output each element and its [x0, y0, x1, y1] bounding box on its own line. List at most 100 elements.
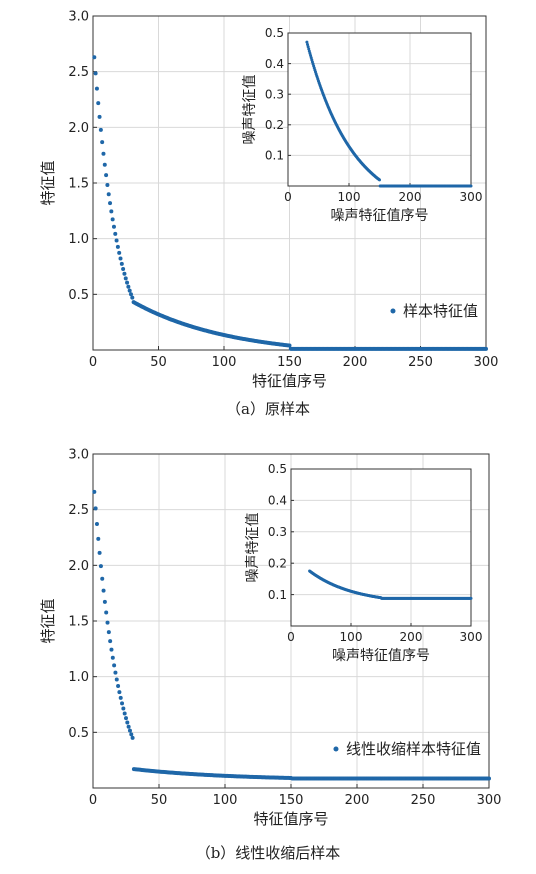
panel-b-inset-ytick-label: 0.4 — [268, 494, 287, 508]
panel-b-main-ytick-label: 2.5 — [68, 503, 89, 518]
panel-a-inset-ytick-label: 0.5 — [265, 26, 284, 40]
panel-a-main-ytick-label: 3.0 — [68, 10, 89, 25]
panel-a-inset-xlabel: 噪声特征值序号 — [331, 208, 429, 224]
panel-b-main-data-point — [125, 720, 130, 725]
panel-b-main-data-point — [124, 716, 128, 721]
panel-a-inset-xtick-label: 0 — [284, 190, 292, 204]
panel-a-main-data-point — [100, 140, 105, 145]
panel-a-main-data-point — [102, 162, 107, 167]
panel-a-main-data-point — [106, 192, 111, 197]
panel-b-main-ytick-label: 2.0 — [68, 559, 89, 574]
panel-a-inset-xtick-label: 100 — [338, 190, 361, 204]
panel-b-main-xtick-label: 100 — [213, 793, 238, 808]
panel-b-main-data-point — [97, 550, 102, 555]
panel-a-main-data-point — [123, 276, 128, 281]
panel-b-main-data-point — [110, 655, 115, 660]
panel-b-main-xlabel: 特征值序号 — [253, 810, 328, 828]
panel-b-main-ytick-label: 3.0 — [68, 448, 89, 463]
panel-a-main-data-point — [101, 151, 106, 156]
panel-a-main-data-point — [118, 256, 123, 261]
panel-b-main-xtick-label: 150 — [279, 793, 304, 808]
panel-a-main-data-point — [111, 224, 116, 229]
panel-b-main-ylabel: 特征值 — [39, 598, 57, 643]
panel-b-main-xtick-label: 50 — [151, 793, 168, 808]
panel-b-inset-xlabel: 噪声特征值序号 — [332, 648, 430, 664]
panel-a-main-data-point — [287, 343, 292, 348]
panel-a-main-data-point — [105, 182, 110, 187]
panel-b-main-data-point — [93, 506, 98, 511]
panel-b-main-data-point — [113, 670, 118, 675]
panel-a-main-ytick-label: 1.0 — [68, 232, 89, 247]
panel-a-main-data-point — [110, 217, 115, 222]
panel-a-inset-data-point — [469, 184, 473, 188]
panel-b-main-data-point — [101, 588, 106, 593]
panel-b-main-data-point — [116, 683, 121, 688]
panel-b-main-data-point — [92, 489, 97, 494]
panel-a-main-data-point — [128, 292, 133, 297]
panel-b-inset-data-point — [469, 596, 473, 600]
panel-a-inset-chart: 0 100 200 300 0.1 0.2 0.3 0.4 0.5 噪声特征值序号 噪声特征值 — [242, 26, 482, 224]
panel-a-main-xtick-label: 300 — [474, 355, 499, 370]
panel-a-main-data-point — [104, 173, 109, 178]
panel-a-main-data-point — [115, 244, 120, 249]
panel-b-main-xtick-label: 300 — [477, 793, 502, 808]
panel-b-inset-xtick-label: 0 — [287, 630, 295, 644]
panel-b-main-legend-marker — [333, 746, 339, 752]
panel-a-main-data-point — [121, 266, 126, 271]
panel-b-main-data-point — [126, 724, 131, 729]
panel-b-main-data-point — [96, 536, 101, 541]
panel-b-inset-xtick-label: 100 — [340, 630, 363, 644]
panel-b-main-data-point — [118, 695, 123, 700]
panel-a-main-data-point — [96, 101, 101, 106]
panel-b-main-data-point — [98, 564, 103, 569]
panel-b-main-ytick-label: 1.5 — [68, 615, 89, 630]
panel-b-inset-chart: 0 100 200 300 0.1 0.2 0.3 0.4 0.5 噪声特征值序号 噪声特征值 — [245, 462, 482, 664]
panel-a-inset-plot-area — [288, 33, 471, 186]
panel-b-main-data-point — [109, 647, 114, 652]
panel-a-main-xtick-label: 150 — [277, 355, 302, 370]
panel-b-inset-ytick-label: 0.1 — [268, 588, 287, 602]
panel-b-main-data-point — [120, 701, 125, 706]
panel-b-main-data-point — [122, 711, 127, 716]
panel-a-inset-ytick-label: 0.3 — [265, 87, 284, 101]
panel-b-inset-xtick-label: 200 — [400, 630, 423, 644]
panel-a-main-ytick-label: 0.5 — [68, 288, 89, 303]
panel-b-main-data-point — [105, 620, 110, 625]
panel-b-main-data-point — [100, 576, 105, 581]
panel-a-main-data-point — [97, 114, 102, 119]
panel-b-main-xtick-label: 0 — [89, 793, 97, 808]
panel-b-inset-ylabel: 噪声特征值 — [245, 513, 261, 583]
panel-a-inset-ylabel: 噪声特征值 — [242, 75, 258, 145]
panel-b-main-data-point — [487, 776, 491, 781]
panel-b-main-xtick-label: 250 — [411, 793, 436, 808]
panel-a-main-data-point — [92, 55, 97, 60]
panel-a-main-xtick-label: 0 — [89, 355, 97, 370]
panel-a-main-legend-marker — [390, 308, 396, 314]
panel-a-main-ytick-label: 2.0 — [68, 121, 89, 136]
panel-a-inset-data-point — [378, 178, 381, 182]
panel-a-main-xlabel: 特征值序号 — [252, 372, 327, 390]
panel-a-main-ytick-label: 1.5 — [68, 177, 89, 192]
panel-b-inset-ytick-label: 0.5 — [268, 462, 287, 476]
panel-a-inset-data-point — [305, 40, 309, 44]
panel-b-main-data-point — [102, 599, 107, 604]
panel-a-main-data-point — [484, 346, 488, 351]
panel-a-main-data-point — [126, 284, 131, 289]
panel-a-inset-xtick-label: 300 — [460, 190, 483, 204]
panel-a-inset-ytick-label: 0.4 — [265, 57, 284, 71]
panel-b-main-data-point — [117, 690, 122, 695]
panel-a-main-data-point — [113, 231, 118, 236]
panel-b-main-data-point — [114, 677, 119, 682]
panel-b-main-data-point — [94, 522, 99, 527]
panel-a-main-xtick-label: 50 — [150, 355, 167, 370]
panel-b-main-ytick-label: 1.0 — [68, 670, 89, 685]
panel-b-main-data-point — [108, 639, 113, 644]
panel-a-main-xtick-label: 250 — [408, 355, 433, 370]
panel-b-inset-plot-area — [291, 469, 471, 626]
panel-a-main-data-point — [125, 280, 130, 285]
panel-a-main-xtick-label: 200 — [343, 355, 368, 370]
panel-b-main-xtick-label: 200 — [345, 793, 370, 808]
panel-b-inset-frame — [290, 468, 472, 627]
panel-a-main-data-point — [93, 71, 98, 76]
